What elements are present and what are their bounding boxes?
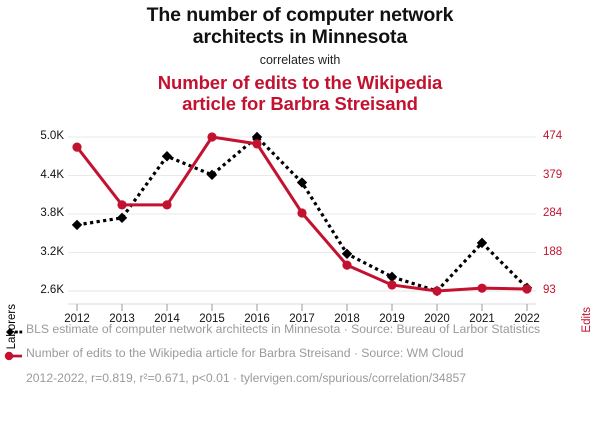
y-axis-left-tick-label: 2.6K — [40, 284, 64, 296]
data-point-diamond[interactable] — [206, 169, 218, 181]
data-point-circle[interactable] — [342, 260, 352, 270]
data-point-circle[interactable] — [477, 283, 487, 293]
data-point-diamond[interactable] — [161, 151, 173, 162]
y-axis-right-tick-label: 93 — [543, 284, 556, 296]
x-axis-tick-label: 2012 — [64, 313, 90, 325]
x-axis-tick-label: 2018 — [334, 313, 360, 325]
x-axis-tick-label: 2015 — [199, 313, 225, 325]
page-title-line2: architects in Minnesota — [192, 26, 408, 48]
page-subtitle-line1: Number of edits to the Wikipedia — [157, 72, 443, 93]
data-point-diamond[interactable] — [71, 219, 83, 231]
data-point-diamond[interactable] — [341, 248, 353, 259]
data-point-circle[interactable] — [117, 200, 127, 210]
y-axis-right-tick-label: 188 — [543, 245, 563, 258]
y-axis-left-tick-label: 4.4K — [40, 168, 64, 181]
data-point-circle[interactable] — [252, 139, 262, 149]
data-point-circle[interactable] — [522, 284, 532, 294]
diamond-dotted-icon — [0, 324, 26, 340]
chart-legend: BLS estimate of computer network archite… — [0, 322, 600, 387]
x-axis-tick-label: 2017 — [289, 313, 315, 325]
page-title-line1: The number of computer network — [146, 4, 454, 26]
chart-footer-stats: 2012-2022, r=0.819, r²=0.671, p<0.01 · t… — [26, 371, 467, 385]
legend-item-series-a: BLS estimate of computer network archite… — [0, 322, 600, 340]
y-axis-left-tick-label: 3.2K — [40, 245, 64, 258]
data-point-circle[interactable] — [72, 142, 82, 152]
title-connector: correlates with — [259, 53, 341, 67]
x-axis-tick-label: 2022 — [514, 313, 540, 325]
legend-item-series-b: Number of edits to the Wikipedia article… — [0, 346, 600, 364]
x-axis-tick-label: 2013 — [109, 313, 135, 325]
chart-title-block: The number of computer network architect… — [0, 0, 600, 114]
y-axis-left-tick-label: 3.8K — [40, 207, 64, 219]
data-point-circle[interactable] — [432, 286, 442, 296]
page-title: The number of computer network architect… — [0, 4, 600, 48]
y-axis-right-tick-label: 474 — [543, 130, 563, 142]
circle-solid-icon — [0, 348, 26, 364]
x-axis-tick-label: 2014 — [154, 313, 180, 325]
x-axis-tick-label: 2021 — [469, 313, 495, 325]
legend-label-series-b: Number of edits to the Wikipedia article… — [26, 346, 464, 360]
data-point-diamond[interactable] — [116, 212, 128, 224]
x-axis-tick-label: 2019 — [379, 313, 405, 325]
page-subtitle-line2: article for Barbra Streisand — [182, 93, 418, 114]
legend-label-series-a: BLS estimate of computer network archite… — [26, 322, 541, 336]
plot-area: Laborers Edits — [0, 124, 600, 349]
page-subtitle: Number of edits to the Wikipedia article… — [0, 72, 600, 114]
data-point-diamond[interactable] — [296, 177, 308, 188]
data-point-circle[interactable] — [162, 200, 172, 210]
data-point-circle[interactable] — [207, 132, 217, 142]
x-axis-tick-label: 2016 — [244, 313, 270, 325]
data-point-circle[interactable] — [297, 208, 307, 218]
x-axis-tick-label: 2020 — [424, 313, 450, 325]
plot-svg — [68, 131, 536, 311]
data-point-circle[interactable] — [387, 280, 397, 290]
y-axis-right-tick-label: 379 — [543, 168, 563, 181]
y-axis-right-tick-label: 284 — [543, 207, 563, 219]
y-axis-left-tick-label: 5.0K — [40, 130, 64, 142]
